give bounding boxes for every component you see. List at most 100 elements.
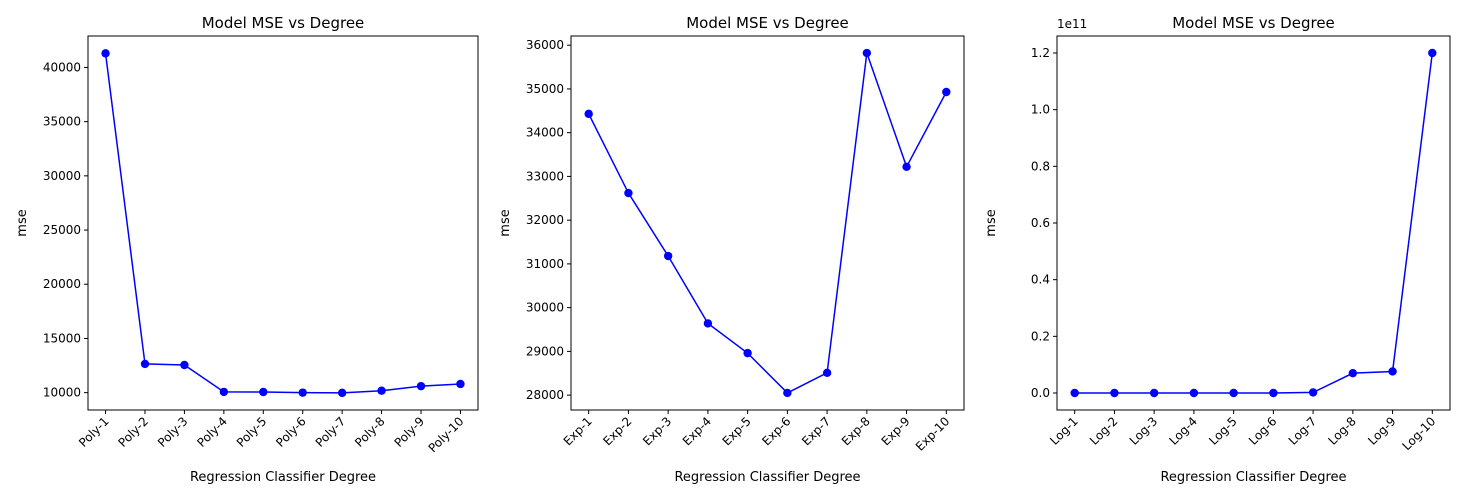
chart-title: Model MSE vs Degree xyxy=(1172,14,1335,32)
data-point xyxy=(902,162,911,171)
y-tick-label: 0.8 xyxy=(1031,159,1050,173)
x-axis-label: Regression Classifier Degree xyxy=(190,470,376,485)
y-tick-label: 20000 xyxy=(43,277,81,291)
data-point xyxy=(1229,388,1238,398)
y-tick-label: 0.6 xyxy=(1031,216,1050,230)
x-tick-label: Log-6 xyxy=(1246,414,1280,448)
data-point xyxy=(1308,388,1318,397)
y-tick-label: 30000 xyxy=(43,169,81,183)
x-tick-label: Poly-6 xyxy=(273,414,309,450)
x-tick-label: Log-9 xyxy=(1365,414,1399,448)
y-offset-label: 1e11 xyxy=(1057,17,1087,31)
y-tick-label: 31000 xyxy=(526,257,564,271)
data-point xyxy=(1348,368,1358,378)
data-point xyxy=(1269,388,1278,398)
chart-title: Model MSE vs Degree xyxy=(202,14,365,32)
y-tick-label: 0.0 xyxy=(1031,386,1050,400)
x-tick-label: Exp-4 xyxy=(680,414,714,448)
x-tick-label: Log-8 xyxy=(1325,414,1359,448)
plot-area-frame xyxy=(570,35,965,411)
x-tick-label: Poly-8 xyxy=(352,414,388,450)
y-tick-label: 0.4 xyxy=(1031,273,1050,287)
x-tick-label: Poly-9 xyxy=(392,414,428,450)
x-tick-label: Poly-7 xyxy=(313,414,349,450)
data-point xyxy=(101,49,110,58)
y-tick-label: 36000 xyxy=(526,38,564,52)
y-tick-label: 15000 xyxy=(43,331,81,345)
series-line xyxy=(104,53,461,394)
x-tick-label: Exp-6 xyxy=(759,414,793,448)
y-tick-label: 34000 xyxy=(526,126,564,140)
y-tick-label: 25000 xyxy=(43,223,81,237)
x-tick-label: Poly-4 xyxy=(194,414,230,450)
plot-area-frame xyxy=(87,35,479,411)
y-tick-label: 35000 xyxy=(43,115,81,129)
x-tick-label: Log-3 xyxy=(1127,414,1161,448)
x-tick-label: Poly-3 xyxy=(155,414,191,450)
data-point xyxy=(1428,48,1437,58)
data-point xyxy=(1149,388,1159,398)
y-tick-label: 33000 xyxy=(526,169,564,183)
x-tick-label: Poly-1 xyxy=(76,414,112,450)
x-tick-label: Exp-1 xyxy=(561,414,595,448)
x-tick-label: Exp-10 xyxy=(913,414,953,454)
y-axis-label: mse xyxy=(984,209,999,236)
x-tick-label: Log-7 xyxy=(1286,414,1320,448)
data-point xyxy=(259,387,268,397)
x-tick-label: Log-4 xyxy=(1166,414,1200,448)
x-tick-label: Poly-10 xyxy=(426,414,467,455)
x-tick-label: Log-2 xyxy=(1087,414,1121,448)
data-point xyxy=(1388,367,1397,376)
x-tick-label: Poly-5 xyxy=(234,414,270,450)
data-point xyxy=(743,348,752,358)
chart-panel-2: Model MSE vs Degree 28000 29000 30000 31000 3… xyxy=(498,14,965,485)
x-tick-label: Log-5 xyxy=(1206,414,1240,448)
series-line xyxy=(588,52,947,394)
y-tick-label: 40000 xyxy=(43,60,81,74)
x-axis-label: Regression Classifier Degree xyxy=(1160,470,1346,485)
data-point xyxy=(377,386,386,395)
series-line xyxy=(1074,52,1434,394)
y-axis-label: mse xyxy=(498,209,513,236)
x-tick-label: Exp-5 xyxy=(720,414,754,448)
y-tick-label: 10000 xyxy=(43,386,81,400)
x-axis-label: Regression Classifier Degree xyxy=(674,470,860,485)
data-point xyxy=(783,388,792,398)
data-point xyxy=(584,109,593,119)
x-tick-label: Exp-8 xyxy=(839,414,873,448)
data-point xyxy=(140,359,150,369)
x-tick-label: Exp-3 xyxy=(640,414,674,448)
y-tick-label: 30000 xyxy=(526,301,564,315)
data-point xyxy=(180,360,189,370)
x-tick-label: Poly-2 xyxy=(116,414,152,450)
y-axis-label: mse xyxy=(15,209,30,236)
data-point xyxy=(416,381,426,391)
data-point xyxy=(822,368,832,378)
data-point xyxy=(624,188,633,198)
y-tick-label: 1.0 xyxy=(1031,103,1050,117)
x-tick-label: Log-10 xyxy=(1400,414,1439,453)
data-point xyxy=(1070,388,1079,398)
y-tick-label: 32000 xyxy=(526,213,564,227)
chart-panel-3: Model MSE vs Degree 0.0 0.2 0.4 0.6 0.8 1.0 1.2… xyxy=(984,14,1451,485)
data-point xyxy=(298,388,307,397)
y-tick-label: 1.2 xyxy=(1031,46,1050,60)
data-point xyxy=(862,48,872,58)
chart-title: Model MSE vs Degree xyxy=(686,14,849,32)
y-tick-label: 29000 xyxy=(526,344,564,358)
data-point xyxy=(1189,388,1199,398)
y-tick-label: 28000 xyxy=(526,388,564,402)
x-tick-label: Exp-2 xyxy=(600,414,634,448)
x-tick-label: Exp-7 xyxy=(799,414,833,448)
data-point xyxy=(703,319,713,328)
data-point xyxy=(942,87,951,97)
y-tick-label: 0.2 xyxy=(1031,329,1050,343)
data-point xyxy=(663,251,673,261)
data-point xyxy=(1110,388,1119,398)
data-point xyxy=(337,388,347,398)
y-tick-label: 35000 xyxy=(526,82,564,96)
x-tick-label: Exp-9 xyxy=(879,414,913,448)
data-point xyxy=(456,379,465,389)
plot-area-frame xyxy=(1056,35,1451,411)
